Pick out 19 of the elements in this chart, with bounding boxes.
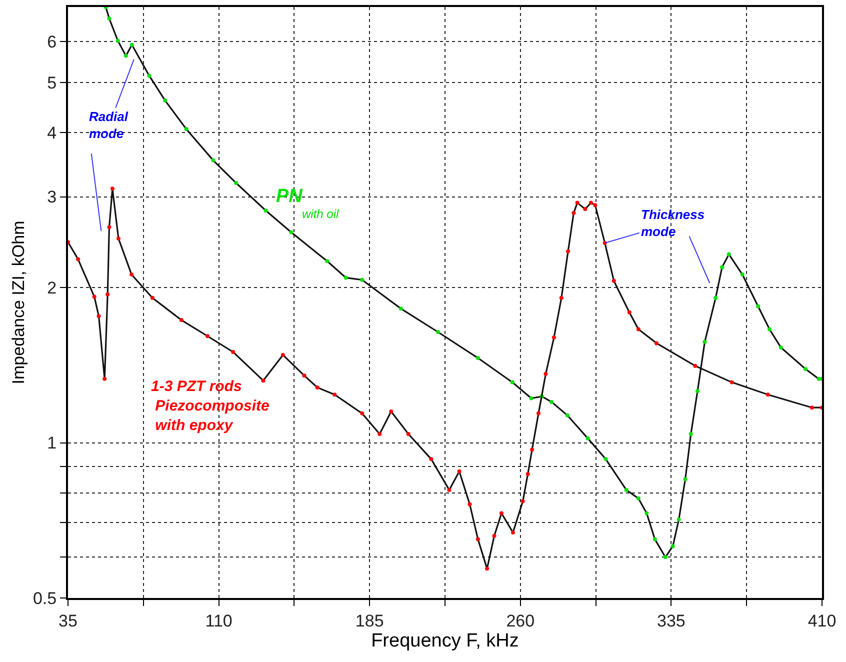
y-tick-label: 4: [47, 123, 57, 142]
y-tick-label: 0.5: [32, 588, 57, 608]
x-tick-label: 335: [657, 611, 686, 630]
annotation: Radial mode: [89, 109, 128, 141]
series-label: PN with oil: [276, 186, 340, 221]
x-tick-label: 110: [205, 611, 232, 630]
y-axis-title: Impedance IZI, kOhm: [9, 220, 28, 384]
x-tick-label: 410: [808, 611, 836, 630]
series-label: 1-3 PZT rods Piezocomposite with epoxy: [151, 378, 270, 434]
annotation: Thickness mode: [641, 207, 705, 239]
x-tick-label: 185: [355, 611, 384, 630]
x-tick-label: 35: [58, 611, 78, 630]
x-tick-label: 260: [506, 611, 535, 630]
y-tick-label: 3: [47, 188, 57, 207]
y-tick-label: 1: [47, 434, 57, 453]
y-tick-label: 2: [47, 278, 57, 298]
x-axis-title: Frequency F, kHz: [371, 630, 519, 652]
y-tick-label: 5: [47, 73, 57, 92]
y-tick-label: 6: [47, 32, 57, 52]
